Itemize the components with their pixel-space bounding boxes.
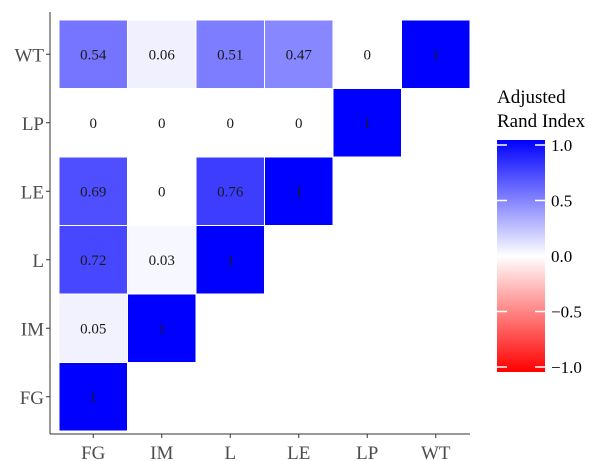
y-tick-label-im: IM [21, 319, 44, 340]
y-tick-label-wt: WT [14, 45, 44, 66]
cell-value-label: 0.47 [286, 47, 313, 63]
heatmap-cell-fg-le [58, 156, 128, 226]
x-tick-label-l: L [224, 443, 236, 461]
cell-value-label: 0.05 [80, 321, 106, 337]
heatmap-cell-l-lp [195, 88, 265, 158]
cell-value-label: 0.54 [80, 47, 107, 63]
cell-value-label: 1 [90, 390, 98, 406]
y-tick-label-lp: LP [22, 114, 44, 135]
legend-title-line: Rand Index [497, 111, 586, 132]
heatmap-cell-le-le [264, 156, 334, 226]
heatmap-cell-lp-wt [332, 19, 402, 89]
heatmap-cell-lp-lp [332, 88, 402, 158]
heatmap-cell-fg-wt [58, 19, 128, 89]
cell-value-label: 0 [158, 116, 166, 132]
legend-tick-label: −0.5 [551, 303, 582, 322]
cell-value-label: 0 [227, 116, 235, 132]
heatmap-cells [58, 19, 471, 432]
legend-tick-label: −1.0 [551, 358, 582, 377]
heatmap-cell-labels: 1 0.05 1 0.72 0.03 1 0.69 0 0.76 1 0 0 0 0 1 0.54 0.06 0.… [80, 47, 439, 406]
y-tick-label-fg: FG [20, 388, 45, 409]
x-tick-label-le: LE [287, 443, 310, 461]
heatmap-cell-wt-wt [401, 19, 471, 89]
y-tick-label-l: L [32, 251, 44, 272]
heatmap-cell-fg-im [58, 293, 128, 363]
x-tick-label-im: IM [150, 443, 173, 461]
heatmap-cell-im-wt [127, 19, 197, 89]
heatmap-cell-l-l [195, 225, 265, 295]
cell-value-label: 0 [90, 116, 98, 132]
heatmap-cell-fg-fg [58, 362, 128, 432]
cell-value-label: 0.69 [80, 184, 106, 200]
cell-value-label: 0 [158, 184, 166, 200]
cell-value-label: 0.51 [217, 47, 243, 63]
cell-value-label: 0.03 [149, 253, 175, 269]
y-tick-label-le: LE [21, 182, 44, 203]
cell-value-label: 0.06 [149, 47, 176, 63]
cell-value-label: 0 [295, 116, 303, 132]
color-legend: Adjusted Rand Index 1.0 0.5 0.0 −0.5 −1.0 [497, 87, 586, 377]
y-axis-tick-labels: FG IM L LE LP WT [14, 45, 50, 409]
cell-value-label: 1 [295, 184, 303, 200]
cell-value-label: 1 [227, 253, 235, 269]
cell-value-label: 1 [364, 116, 372, 132]
cell-value-label: 1 [158, 321, 166, 337]
legend-tick-label: 0.5 [551, 192, 572, 211]
x-axis-tick-labels: FG IM L LE LP WT [81, 434, 451, 461]
heatmap-cell-l-wt [195, 19, 265, 89]
cell-value-label: 0.76 [217, 184, 244, 200]
legend-tick-label: 0.0 [551, 247, 572, 266]
heatmap-cell-im-lp [127, 88, 197, 158]
heatmap-cell-l-le [195, 156, 265, 226]
x-tick-label-wt: WT [421, 443, 451, 461]
heatmap-cell-im-l [127, 225, 197, 295]
legend-tick-label: 1.0 [551, 136, 572, 155]
x-tick-label-fg: FG [81, 443, 106, 461]
cell-value-label: 0 [364, 47, 372, 63]
axes [49, 12, 470, 435]
heatmap-cell-fg-l [58, 225, 128, 295]
cell-value-label: 1 [432, 47, 440, 63]
cell-value-label: 0.72 [80, 253, 106, 269]
heatmap-cell-le-wt [264, 19, 334, 89]
x-tick-label-lp: LP [356, 443, 378, 461]
heatmap-cell-im-le [127, 156, 197, 226]
legend-title-line: Adjusted [497, 87, 566, 108]
